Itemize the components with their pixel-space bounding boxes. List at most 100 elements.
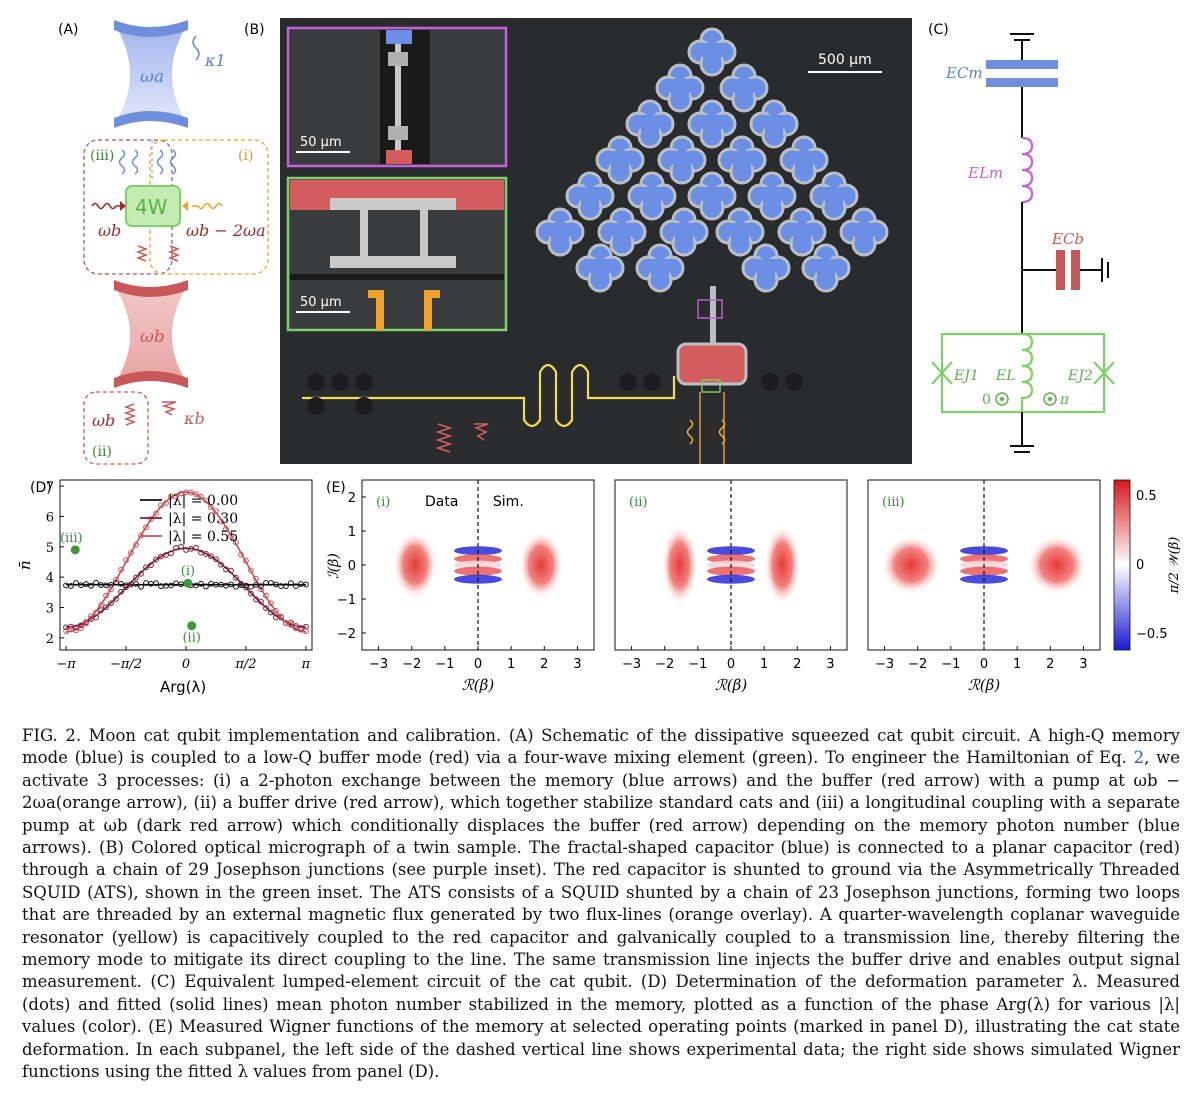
d-xtick-label-4: π (301, 657, 311, 672)
buffer-mirror-bottom (114, 371, 188, 388)
junction-chain-stem (710, 286, 716, 348)
inset1-blue-end (386, 30, 412, 44)
fractal-core-3 (641, 115, 659, 133)
d-highlight-label-1: (ii) (182, 631, 200, 646)
figure-canvas: (A) ωa κ1 (iii) (i) 4W ωb ωb − 2ωa (16, 18, 1182, 696)
memory-mirror-bottom (114, 111, 188, 128)
wigner-lobe-right-0 (518, 531, 563, 599)
buffer-drive-overlay (435, 423, 453, 453)
wigner-xtick-1-3: 0 (727, 657, 735, 672)
wigner-xtick-0-6: 3 (573, 657, 581, 672)
colorbar (1113, 479, 1131, 651)
fractal-core-14 (825, 187, 843, 205)
inset1-trench (380, 30, 430, 164)
d-point-1-37 (248, 590, 254, 597)
wigner-ytick-1: 1 (348, 525, 356, 540)
d-point-2-44 (283, 620, 289, 627)
drive-wave-ii (123, 403, 137, 426)
wigner-xtick-1-5: 2 (793, 657, 801, 672)
d-highlight-dot-0 (183, 578, 193, 588)
panel-b-label: (B) (244, 22, 265, 38)
d-point-0-2 (73, 579, 79, 586)
fractal-core-23 (757, 259, 775, 277)
wigner-xtick-1-0: −3 (622, 657, 641, 672)
d-point-1-36 (243, 584, 249, 591)
panel-e-wigner: (E) (i) Data Sim.210−1−2−3 −2 −1 0 1 2 3ℛ(β)(ii)… (326, 479, 1182, 694)
d-point-1-34 (233, 574, 239, 581)
chart-d-legend: |λ| = 0.00 |λ| = 0.30 |λ| = 0.55 (140, 493, 238, 545)
d-point-0-27 (198, 580, 204, 587)
output-overlay (473, 423, 489, 441)
d-point-1-3 (78, 622, 84, 629)
d-highlight-label-2: (iii) (60, 531, 83, 546)
fractal-core-16 (613, 223, 631, 241)
caption-body: Moon cat qubit implementation and calibr… (22, 726, 1180, 768)
proc-iii-label: (iii) (90, 148, 114, 164)
ej1-label: EJ1 (953, 368, 979, 384)
capacitor-ecm-plate-top (986, 60, 1058, 69)
chart-d-ticks: −π −π/2 0 π/2 π 2 3 4 5 6 7 (46, 480, 311, 672)
wigner-xtick-0-0: −3 (369, 657, 388, 672)
fractal-core-10 (581, 187, 599, 205)
buffer-cavity (118, 284, 184, 386)
d-point-0-4 (83, 581, 89, 587)
flux-pi-dot (1048, 397, 1052, 401)
d-point-1-26 (193, 544, 199, 551)
d-point-1-17 (148, 562, 154, 569)
cbar-tick-pos: 0.5 (1136, 489, 1157, 504)
d-point-1-12 (123, 584, 129, 590)
d-xtick-label-3: π/2 (234, 657, 256, 672)
d-xtick-label-2: 0 (182, 657, 190, 672)
wigner-xtick-2-0: −3 (875, 657, 894, 672)
d-point-1-28 (203, 551, 209, 557)
d-point-2-22 (173, 493, 179, 500)
caption-fig-number: FIG. 2. (22, 726, 82, 745)
fractal-core-22 (651, 259, 669, 277)
fractal-core-1 (671, 79, 689, 97)
d-point-2-32 (223, 526, 229, 532)
drive-wave-left (91, 202, 122, 210)
d-point-2-40 (263, 592, 269, 599)
wigner-subpanel-1: (ii) −3 −2 −1 0 1 2 3 ℛ(β) (614, 479, 848, 694)
caption-eq-ref[interactable]: 2 (1133, 748, 1145, 768)
josephson-junction-right (1093, 361, 1115, 385)
d-point-1-11 (118, 588, 124, 595)
d-point-2-25 (188, 489, 194, 496)
d-point-0-21 (168, 582, 174, 589)
ground-vias (307, 373, 803, 415)
wigner-xtick-0-1: −2 (402, 657, 421, 672)
d-point-2-11 (118, 566, 124, 573)
d-xtick-label-0: −π (56, 657, 76, 672)
d-point-1-33 (228, 567, 234, 574)
d-point-1-8 (103, 604, 109, 611)
fractal-core-13 (763, 187, 781, 205)
d-point-2-10 (113, 576, 119, 583)
inductor-el (1020, 332, 1034, 412)
inset2-flux-line-left (368, 290, 384, 330)
inset1-red-end (386, 150, 412, 164)
d-point-2-9 (108, 586, 114, 593)
fractal-core-21 (591, 259, 609, 277)
fractal-capacitor (535, 27, 889, 293)
d-point-0-18 (153, 580, 159, 587)
flux-zero-icon (995, 392, 1009, 406)
d-point-2-47 (298, 626, 304, 633)
d-point-1-27 (198, 549, 204, 556)
d-point-1-23 (178, 543, 184, 550)
wigner-xtick-2-4: 1 (1013, 657, 1021, 672)
d-point-2-31 (218, 518, 224, 525)
d-point-2-8 (103, 592, 109, 599)
fractal-core-4 (703, 115, 721, 133)
d-point-2-39 (258, 586, 264, 593)
d-point-1-13 (128, 581, 134, 588)
d-point-2-20 (163, 500, 169, 507)
wigner-xtick-0-5: 2 (540, 657, 548, 672)
capacitor-ecb-left (1056, 250, 1065, 290)
d-point-0-33 (228, 581, 234, 588)
wigner-xtick-2-6: 3 (1079, 657, 1087, 672)
d-point-1-35 (238, 580, 244, 587)
wigner-xtick-2-1: −2 (908, 657, 927, 672)
d-point-2-29 (208, 504, 214, 511)
cbar-tick-neg: −0.5 (1136, 627, 1168, 642)
